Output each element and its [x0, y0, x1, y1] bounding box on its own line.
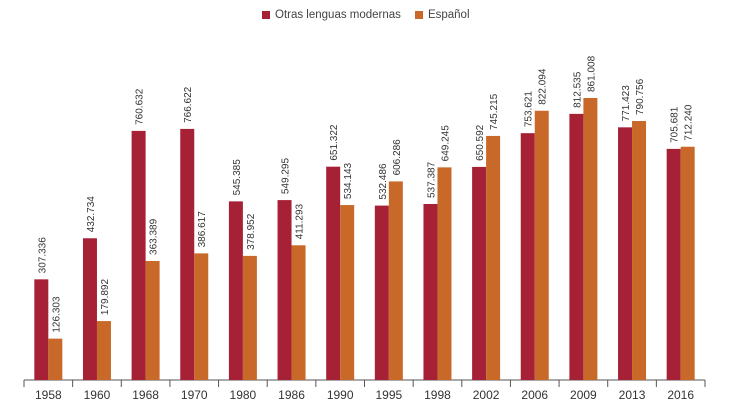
bar-otras [34, 279, 49, 380]
x-tick-label: 2009 [570, 388, 597, 402]
data-label: 712.240 [684, 104, 695, 141]
x-tick-label: 1960 [84, 388, 111, 402]
bar-espanol [632, 121, 647, 380]
bar-otras [228, 201, 243, 380]
data-label: 705.681 [670, 106, 681, 143]
data-label: 651.322 [329, 124, 340, 161]
bar-espanol [96, 321, 111, 380]
x-tick-label: 1995 [375, 388, 402, 402]
x-tick-label: 1998 [424, 388, 451, 402]
x-tick-label: 2002 [473, 388, 500, 402]
x-tick-label: 2006 [521, 388, 548, 402]
data-label: 753.621 [524, 91, 535, 128]
bar-espanol [583, 98, 598, 380]
data-label: 179.892 [100, 278, 111, 315]
bar-otras [131, 130, 146, 380]
bar-otras [277, 200, 292, 380]
legend-swatch-otras [262, 11, 270, 19]
bar-espanol [680, 146, 695, 380]
data-label: 790.756 [635, 78, 646, 115]
data-label: 545.385 [232, 159, 243, 196]
x-tick-label: 1990 [327, 388, 354, 402]
data-label: 861.008 [586, 55, 597, 92]
data-label: 822.094 [538, 68, 549, 105]
bar-otras [666, 148, 681, 380]
data-label: 532.486 [378, 163, 389, 200]
bar-espanol [48, 338, 63, 380]
bar-otras [472, 166, 487, 380]
bar-espanol [194, 253, 209, 380]
chart-legend: Otras lenguas modernas Español [262, 9, 484, 21]
bar-espanol [486, 135, 501, 380]
data-label: 378.952 [246, 213, 257, 250]
x-tick-label: 2013 [619, 388, 646, 402]
legend-item-otras: Otras lenguas modernas [262, 9, 401, 21]
bar-otras [82, 238, 97, 380]
x-tick-label: 1986 [278, 388, 305, 402]
data-label: 606.286 [392, 139, 403, 176]
data-label: 649.245 [440, 125, 451, 162]
legend-label-espanol: Español [427, 9, 470, 21]
data-label: 126.303 [51, 296, 62, 333]
data-label: 766.622 [183, 86, 194, 123]
bar-espanol [291, 245, 306, 380]
data-label: 534.143 [343, 162, 354, 199]
x-tick-label: 1968 [132, 388, 159, 402]
x-tick-label: 2016 [667, 388, 694, 402]
data-label: 745.215 [489, 93, 500, 130]
legend-label-otras: Otras lenguas modernas [275, 9, 401, 21]
data-label: 363.389 [149, 218, 160, 255]
bar-otras [520, 133, 535, 380]
bar-espanol [242, 255, 257, 380]
bar-otras [374, 205, 389, 380]
data-label: 760.632 [135, 88, 146, 125]
data-label: 386.617 [197, 211, 208, 248]
data-label: 650.592 [475, 124, 486, 161]
bar-espanol [145, 260, 160, 380]
data-label: 411.293 [295, 203, 306, 239]
bar-espanol [340, 205, 355, 380]
data-label: 307.336 [37, 237, 48, 274]
bar-otras [618, 127, 633, 380]
data-label: 771.423 [621, 85, 632, 122]
x-tick-label: 1980 [230, 388, 257, 402]
legend-item-espanol: Español [414, 9, 470, 21]
bar-otras [569, 113, 584, 380]
bar-otras [180, 128, 195, 380]
data-label: 549.295 [281, 158, 292, 195]
data-label: 537.387 [426, 161, 437, 198]
data-label: 812.535 [572, 71, 583, 108]
data-label: 432.734 [86, 196, 97, 233]
bar-otras [326, 166, 341, 380]
bar-otras [423, 203, 438, 380]
bar-espanol [437, 167, 452, 380]
bar-espanol [388, 181, 403, 380]
bar-espanol [534, 110, 549, 380]
x-tick-label: 1958 [35, 388, 62, 402]
x-tick-label: 1970 [181, 388, 208, 402]
legend-swatch-espanol [414, 11, 423, 19]
